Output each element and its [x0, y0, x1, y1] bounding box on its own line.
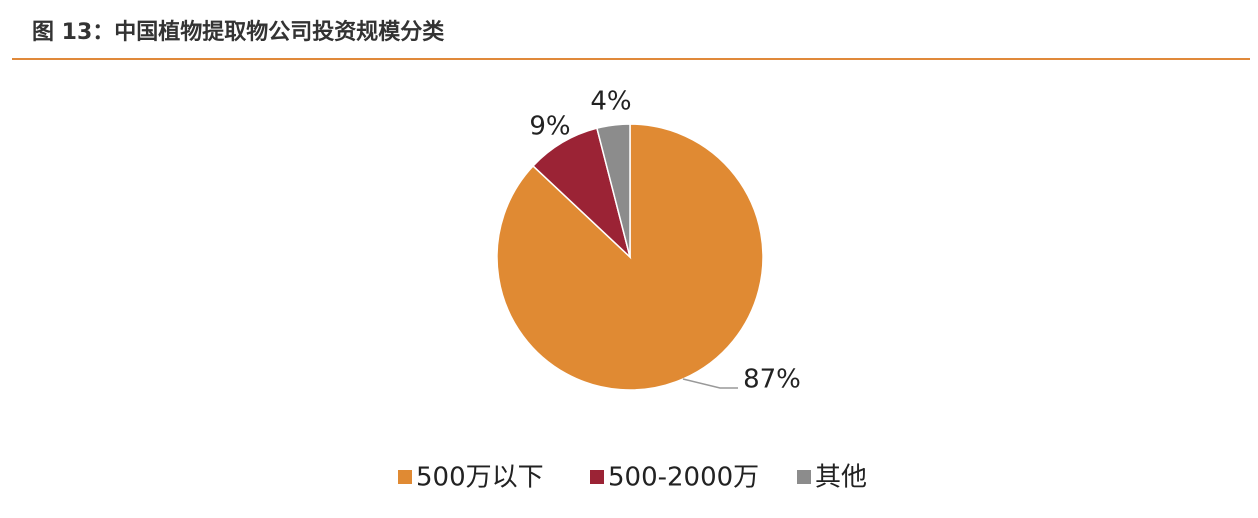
- legend-swatch: [797, 470, 811, 484]
- leader-line: [682, 378, 738, 389]
- data-label: 87%: [743, 365, 801, 395]
- legend-label: 其他: [815, 463, 867, 493]
- legend-swatch: [398, 470, 412, 484]
- legend-label: 500万以下: [416, 463, 544, 493]
- data-label: 9%: [529, 112, 570, 142]
- legend-label: 500-2000万: [608, 463, 759, 493]
- chart-title: 图 13：中国植物提取物公司投资规模分类: [32, 19, 445, 45]
- legend-swatch: [590, 470, 604, 484]
- pie-slice: [596, 123, 631, 258]
- data-label: 4%: [590, 87, 631, 117]
